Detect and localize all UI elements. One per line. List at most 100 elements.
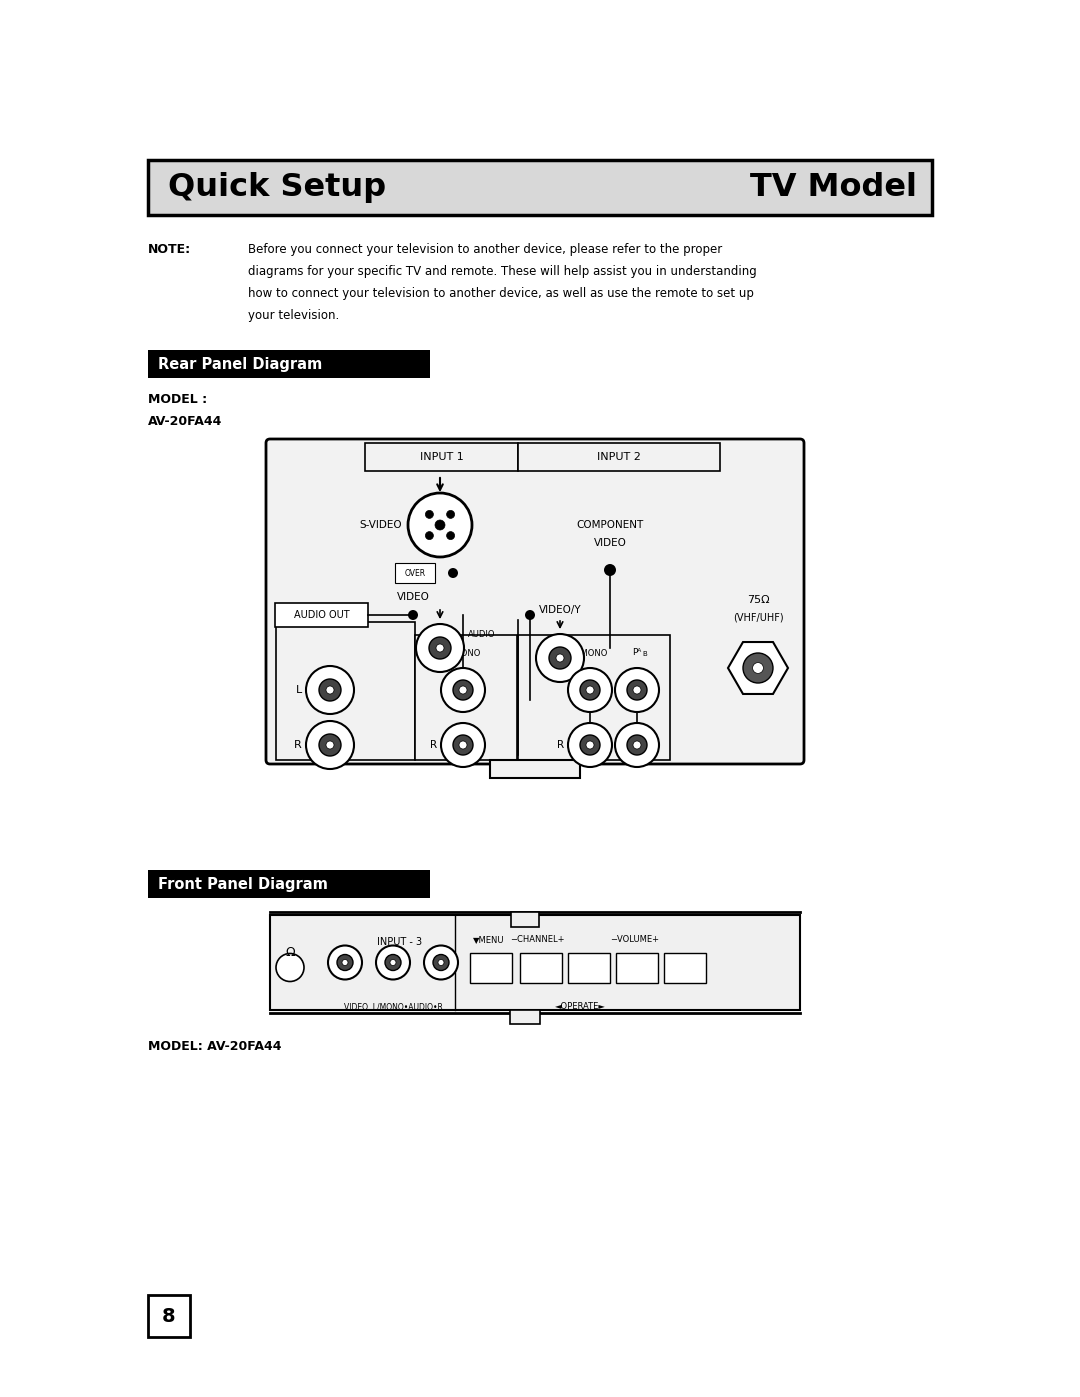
Text: COMPONENT: COMPONENT (577, 520, 644, 529)
Circle shape (586, 686, 594, 694)
Circle shape (580, 680, 600, 700)
Text: Quick Setup: Quick Setup (168, 172, 387, 203)
Text: VIDEO/Y: VIDEO/Y (539, 605, 581, 615)
Circle shape (337, 954, 353, 971)
Circle shape (435, 520, 445, 529)
Circle shape (384, 954, 401, 971)
Circle shape (604, 564, 616, 576)
Text: ▼MENU: ▼MENU (473, 935, 504, 944)
Text: Pᴬ: Pᴬ (633, 648, 642, 657)
Bar (490, 760, 580, 778)
Text: how to connect your television to another device, as well as use the remote to s: how to connect your television to anothe… (248, 286, 754, 300)
Text: OVER: OVER (404, 569, 426, 577)
Text: AUDIO OUT: AUDIO OUT (294, 610, 349, 620)
Circle shape (568, 724, 612, 767)
Bar (519, 953, 562, 983)
Circle shape (459, 686, 467, 694)
Text: AV-20FA44: AV-20FA44 (148, 415, 222, 427)
Circle shape (376, 946, 410, 979)
Circle shape (424, 946, 458, 979)
Text: TV Model: TV Model (750, 172, 917, 203)
Circle shape (753, 662, 764, 673)
Text: R: R (557, 740, 564, 750)
Text: VIDEO  L/MONO•AUDIO•R: VIDEO L/MONO•AUDIO•R (343, 1002, 443, 1011)
Circle shape (615, 668, 659, 712)
Circle shape (436, 644, 444, 652)
Circle shape (453, 735, 473, 754)
Text: L/MONO: L/MONO (572, 648, 607, 657)
Circle shape (433, 954, 449, 971)
Circle shape (615, 724, 659, 767)
Text: VIDEO: VIDEO (594, 538, 626, 548)
Text: B: B (642, 651, 647, 657)
Circle shape (438, 960, 444, 965)
Circle shape (276, 954, 303, 982)
Circle shape (556, 654, 564, 662)
Circle shape (306, 721, 354, 768)
Bar (276, 622, 415, 760)
Circle shape (568, 668, 612, 712)
FancyBboxPatch shape (266, 439, 804, 764)
Bar (148, 351, 430, 379)
Bar (148, 1295, 190, 1337)
Circle shape (633, 740, 642, 749)
Text: Rear Panel Diagram: Rear Panel Diagram (158, 356, 322, 372)
Circle shape (441, 724, 485, 767)
Text: L: L (296, 685, 302, 694)
Circle shape (306, 666, 354, 714)
Circle shape (342, 960, 348, 965)
Circle shape (743, 652, 773, 683)
Circle shape (525, 610, 535, 620)
Text: MODEL: AV-20FA44: MODEL: AV-20FA44 (148, 1039, 282, 1053)
Circle shape (319, 733, 341, 756)
Circle shape (326, 686, 334, 694)
Circle shape (580, 735, 600, 754)
Circle shape (447, 510, 455, 518)
Bar (148, 870, 430, 898)
Text: S-VIDEO: S-VIDEO (360, 520, 402, 529)
Bar (568, 953, 610, 983)
Circle shape (319, 679, 341, 701)
Circle shape (633, 686, 642, 694)
Text: −CHANNEL+: −CHANNEL+ (510, 935, 565, 944)
Text: L/MONO: L/MONO (446, 648, 481, 657)
Bar (275, 604, 368, 627)
Text: 8: 8 (162, 1306, 176, 1326)
Text: AUDIO: AUDIO (468, 630, 496, 638)
Circle shape (447, 532, 455, 539)
Text: INPUT 2: INPUT 2 (597, 453, 640, 462)
Circle shape (328, 946, 362, 979)
Circle shape (627, 735, 647, 754)
Bar (415, 636, 517, 760)
Text: your television.: your television. (248, 309, 339, 321)
Circle shape (586, 740, 594, 749)
Text: NOTE:: NOTE: (148, 243, 191, 256)
Text: R: R (294, 740, 302, 750)
Circle shape (429, 637, 451, 659)
Bar (518, 443, 720, 471)
Circle shape (408, 493, 472, 557)
Text: MODEL :: MODEL : (148, 393, 207, 407)
Bar (270, 915, 800, 1010)
Circle shape (453, 680, 473, 700)
Bar (365, 443, 518, 471)
Circle shape (426, 532, 433, 539)
Circle shape (549, 647, 571, 669)
Text: 75Ω: 75Ω (746, 595, 769, 605)
Bar (395, 563, 435, 583)
Text: (VHF/UHF): (VHF/UHF) (732, 613, 783, 623)
Text: diagrams for your specific TV and remote. These will help assist you in understa: diagrams for your specific TV and remote… (248, 265, 757, 278)
Text: INPUT 1: INPUT 1 (420, 453, 463, 462)
Circle shape (536, 634, 584, 682)
Bar (518, 636, 670, 760)
Circle shape (441, 668, 485, 712)
Text: Ω: Ω (285, 946, 295, 958)
Text: R: R (430, 740, 437, 750)
Bar (470, 953, 512, 983)
Bar (664, 953, 706, 983)
Bar (511, 912, 539, 928)
Text: VIDEO: VIDEO (397, 592, 430, 602)
Circle shape (448, 569, 458, 578)
Text: Front Panel Diagram: Front Panel Diagram (158, 876, 328, 891)
Bar (510, 1010, 540, 1024)
